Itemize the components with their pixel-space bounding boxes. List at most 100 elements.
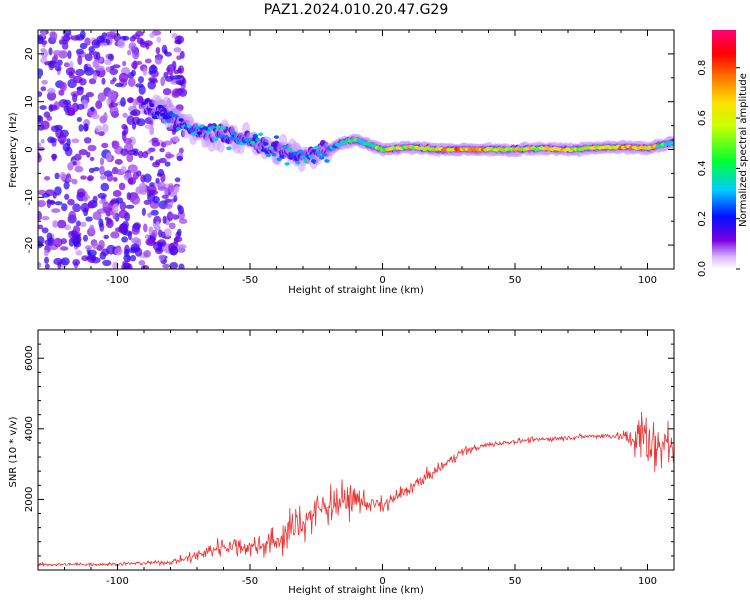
- ridge-core: [189, 129, 195, 133]
- noise-blob: [54, 124, 63, 131]
- noise-blob: [157, 242, 163, 252]
- noise-blob: [138, 182, 147, 191]
- noise-blob: [150, 209, 159, 216]
- noise-blob: [80, 202, 90, 213]
- noise-blob: [123, 265, 130, 269]
- noise-blob: [146, 184, 157, 194]
- noise-blob: [76, 86, 84, 91]
- ridge-core: [268, 146, 274, 150]
- spectrogram-ylabel: Frequency (Hz): [8, 112, 19, 188]
- noise-blob: [131, 227, 140, 235]
- noise-blob: [64, 193, 70, 200]
- y-tick-label: -10: [24, 189, 35, 205]
- noise-blob: [62, 142, 71, 152]
- noise-blob: [112, 64, 121, 69]
- noise-blob: [80, 175, 87, 180]
- noise-blob: [92, 241, 99, 250]
- noise-blob: [44, 263, 50, 269]
- noise-blob: [83, 234, 88, 242]
- noise-blob: [58, 39, 64, 45]
- noise-blob: [62, 35, 71, 42]
- noise-blob: [150, 64, 157, 71]
- noise-blob: [156, 36, 162, 43]
- noise-blob: [82, 196, 88, 202]
- noise-blob: [161, 194, 169, 199]
- noise-blob: [141, 151, 149, 159]
- noise-blob: [104, 59, 112, 66]
- noise-blob: [138, 76, 144, 84]
- noise-blob: [38, 262, 42, 268]
- noise-blob: [138, 260, 146, 266]
- noise-blob: [128, 42, 137, 51]
- noise-blob: [54, 172, 60, 180]
- noise-blob: [118, 182, 126, 191]
- noise-blob: [109, 68, 119, 75]
- noise-blob: [100, 182, 110, 192]
- noise-blob: [38, 142, 42, 147]
- x-tick-label: -100: [106, 275, 129, 286]
- noise-blob: [65, 109, 76, 116]
- noise-blob: [85, 216, 93, 222]
- x-tick-label: 0: [379, 275, 385, 286]
- noise-blob: [144, 58, 152, 64]
- noise-blob: [113, 32, 121, 42]
- noise-blob: [147, 212, 152, 218]
- noise-blob: [73, 75, 83, 84]
- noise-blob: [126, 192, 132, 201]
- noise-blob: [159, 147, 165, 153]
- noise-blob: [103, 234, 109, 240]
- colorbar-label: Normalized spectral amplitude: [738, 73, 749, 227]
- noise-blob: [71, 138, 80, 144]
- noise-blob: [44, 61, 49, 66]
- noise-blob: [75, 48, 84, 55]
- y-tick-label: 20: [24, 48, 35, 61]
- noise-blob: [127, 164, 138, 173]
- noise-blob: [131, 61, 138, 69]
- noise-blob: [41, 193, 51, 198]
- ridge-core: [260, 148, 266, 152]
- y-tick-label: 10: [24, 95, 35, 108]
- noise-blob: [48, 60, 58, 68]
- noise-blob: [47, 237, 55, 247]
- ridge-core: [276, 157, 282, 161]
- noise-blob: [163, 140, 173, 146]
- noise-blob: [176, 55, 182, 60]
- ridge-core: [202, 126, 208, 130]
- ridge-core: [271, 152, 277, 157]
- ridge-core: [149, 103, 155, 108]
- noise-blob: [72, 259, 81, 266]
- noise-blob: [83, 123, 89, 132]
- noise-blob: [122, 112, 128, 118]
- noise-blob: [89, 156, 95, 162]
- noise-blob: [163, 71, 169, 79]
- noise-blob: [160, 76, 166, 87]
- noise-blob: [38, 236, 45, 245]
- colorbar-gradient: [712, 30, 736, 269]
- ridge-core: [255, 137, 261, 142]
- ridge-core: [287, 147, 293, 151]
- noise-blob: [52, 220, 58, 228]
- noise-blob: [103, 112, 108, 122]
- noise-blob: [46, 91, 57, 101]
- noise-blob: [107, 89, 117, 100]
- noise-blob: [79, 221, 87, 227]
- noise-blob: [106, 217, 112, 225]
- noise-blob: [87, 201, 95, 209]
- noise-blob: [132, 49, 140, 60]
- noise-blob: [112, 190, 122, 197]
- noise-blob: [122, 60, 127, 67]
- ridge-core: [671, 141, 674, 145]
- noise-blob: [162, 263, 171, 269]
- noise-blob: [174, 177, 181, 183]
- noise-blob: [72, 161, 77, 166]
- noise-blob: [101, 123, 109, 133]
- noise-blob: [61, 203, 68, 212]
- colorbar-tick-label: 0.6: [697, 110, 708, 126]
- noise-blob: [136, 95, 144, 103]
- noise-blob: [76, 188, 86, 198]
- noise-blob: [50, 137, 57, 143]
- noise-blob: [58, 89, 65, 96]
- noise-blob: [57, 133, 67, 144]
